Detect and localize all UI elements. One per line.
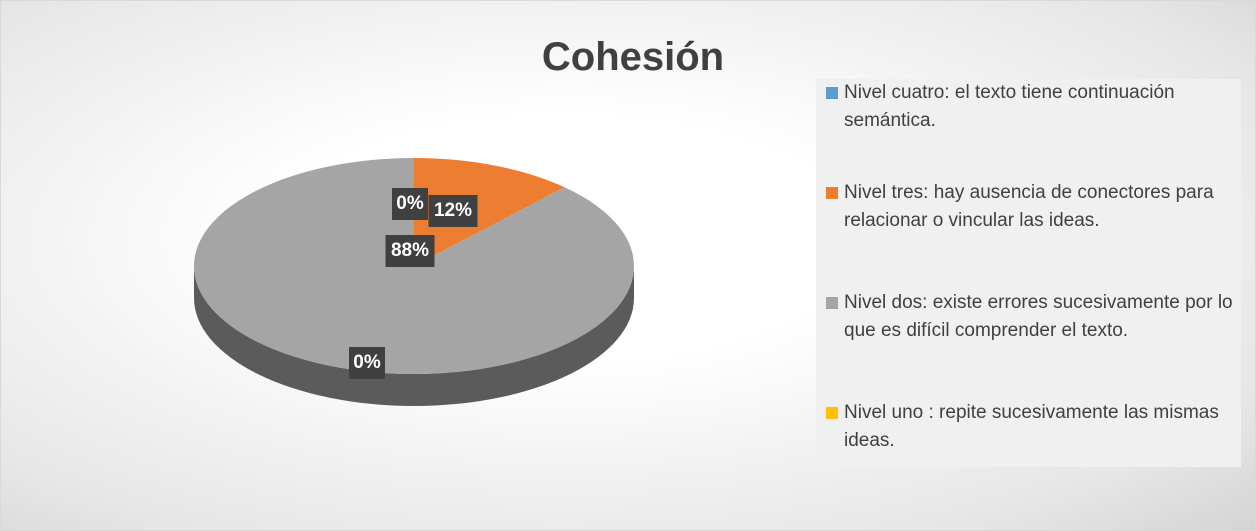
- data-label: 12%: [434, 200, 472, 221]
- data-label-box: [349, 347, 385, 379]
- legend-entry: Nivel cuatro: el texto tiene continuació…: [826, 79, 1244, 135]
- legend: Nivel cuatro: el texto tiene continuació…: [816, 79, 1241, 467]
- legend-label: Nivel tres: hay ausencia de conectores p…: [844, 182, 1214, 231]
- legend-entry: Nivel uno : repite sucesivamente las mis…: [826, 399, 1244, 455]
- data-label: 88%: [391, 240, 429, 261]
- legend-entry: Nivel dos: existe errores sucesivamente …: [826, 289, 1244, 345]
- data-label-box: [392, 188, 428, 220]
- data-label-box: [428, 195, 478, 227]
- legend-entry: Nivel tres: hay ausencia de conectores p…: [826, 179, 1244, 235]
- legend-label: Nivel uno : repite sucesivamente las mis…: [844, 402, 1219, 451]
- legend-swatch: [826, 407, 838, 419]
- legend-swatch: [826, 187, 838, 199]
- legend-label: Nivel cuatro: el texto tiene continuació…: [844, 82, 1175, 131]
- chart-title: Cohesión: [541, 35, 725, 79]
- data-label: 0%: [353, 352, 381, 373]
- pie-side: [194, 266, 634, 406]
- legend-swatch: [826, 87, 838, 99]
- legend-swatch: [826, 297, 838, 309]
- data-label: 0%: [396, 193, 424, 214]
- legend-label: Nivel dos: existe errores sucesivamente …: [844, 292, 1233, 341]
- data-label-box: [385, 235, 435, 267]
- pie-slice: [414, 158, 565, 266]
